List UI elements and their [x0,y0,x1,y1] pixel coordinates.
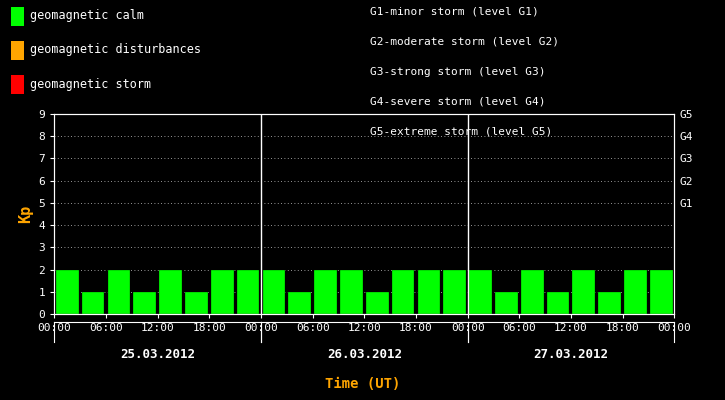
Bar [340,270,362,314]
Text: Time (UT): Time (UT) [325,377,400,391]
Bar [133,292,156,314]
Bar [82,292,104,314]
Text: G3-strong storm (level G3): G3-strong storm (level G3) [370,67,545,77]
Bar [262,270,285,314]
Bar [107,270,130,314]
Bar [237,270,260,314]
Bar [160,270,182,314]
Text: geomagnetic calm: geomagnetic calm [30,10,144,22]
Bar [366,292,389,314]
Bar [444,270,466,314]
Bar [418,270,440,314]
Bar [469,270,492,314]
Y-axis label: Kp: Kp [18,205,33,223]
Bar [185,292,208,314]
Text: 25.03.2012: 25.03.2012 [120,348,195,360]
Text: G4-severe storm (level G4): G4-severe storm (level G4) [370,97,545,107]
Text: G5-extreme storm (level G5): G5-extreme storm (level G5) [370,127,552,137]
Bar [650,270,673,314]
Text: 27.03.2012: 27.03.2012 [534,348,608,360]
Text: 26.03.2012: 26.03.2012 [327,348,402,360]
Bar [547,292,569,314]
Text: G2-moderate storm (level G2): G2-moderate storm (level G2) [370,37,559,47]
Bar [314,270,337,314]
Text: G1-minor storm (level G1): G1-minor storm (level G1) [370,7,539,17]
Bar [521,270,544,314]
Bar [56,270,78,314]
Bar [392,270,415,314]
Bar [624,270,647,314]
Bar [573,270,595,314]
Text: geomagnetic disturbances: geomagnetic disturbances [30,44,201,56]
Bar [598,292,621,314]
Bar [289,292,311,314]
Text: geomagnetic storm: geomagnetic storm [30,78,151,90]
Bar [211,270,233,314]
Bar [495,292,518,314]
